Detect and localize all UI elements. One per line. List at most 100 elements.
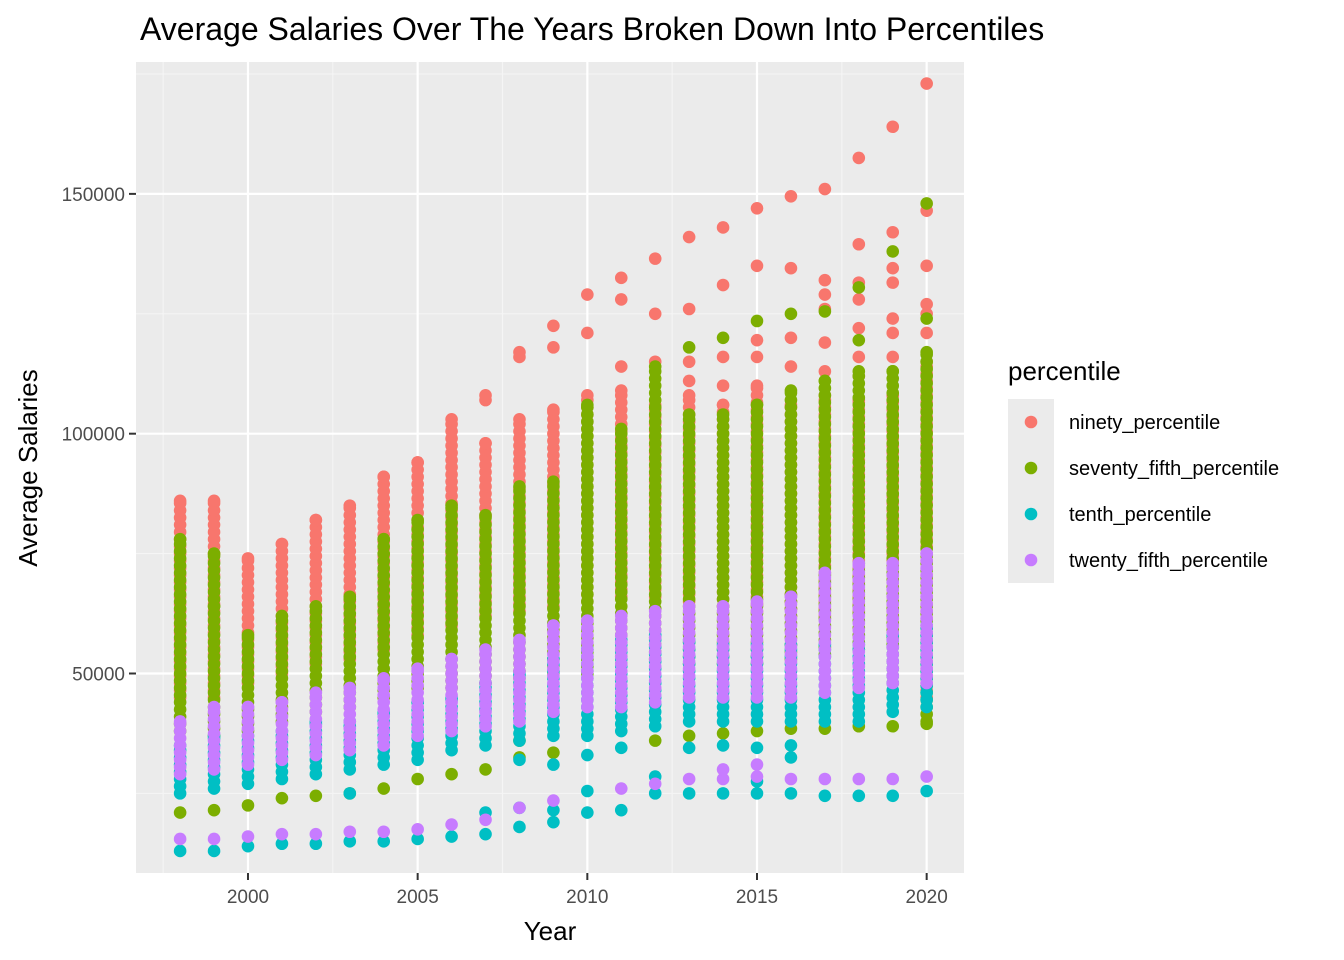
data-point — [750, 314, 764, 328]
data-point — [818, 772, 832, 786]
series-twenty_fifth_percentile — [173, 547, 933, 846]
data-point — [411, 772, 424, 786]
data-point — [581, 389, 594, 402]
data-point — [886, 789, 900, 803]
legend-label: ninety_percentile — [1069, 412, 1220, 434]
data-point — [682, 230, 696, 244]
data-point — [818, 182, 832, 196]
data-point — [377, 782, 391, 795]
data-point — [309, 513, 323, 527]
data-point — [750, 787, 764, 800]
data-point — [581, 614, 594, 628]
data-point — [241, 839, 255, 853]
data-point — [547, 619, 560, 632]
data-point — [614, 360, 628, 373]
data-point — [852, 772, 866, 786]
chart-title: Average Salaries Over The Years Broken D… — [140, 11, 1044, 47]
series-seventy_fifth_percentile — [173, 197, 933, 819]
data-point — [445, 830, 458, 843]
data-point — [682, 341, 696, 354]
data-point — [275, 537, 289, 551]
data-point — [920, 197, 933, 210]
data-point — [784, 739, 798, 752]
data-point — [716, 739, 730, 752]
data-point — [716, 408, 730, 421]
data-point — [309, 827, 323, 841]
data-point — [343, 825, 357, 839]
data-point — [513, 753, 526, 767]
data-point — [479, 436, 492, 450]
data-point — [343, 590, 357, 604]
data-point — [716, 350, 730, 364]
data-point — [547, 403, 560, 417]
data-point — [581, 748, 594, 762]
data-point — [818, 566, 832, 580]
data-point — [343, 681, 357, 695]
data-point — [479, 813, 492, 827]
data-point — [411, 662, 424, 675]
data-point — [920, 345, 933, 359]
data-point — [207, 600, 221, 613]
data-point — [886, 365, 900, 378]
data-point — [920, 547, 933, 560]
data-point — [275, 827, 289, 841]
data-point — [716, 772, 730, 786]
data-point — [445, 652, 458, 666]
data-point — [682, 408, 696, 421]
data-point — [920, 770, 933, 783]
data-point — [818, 288, 832, 301]
legend-items: ninety_percentile seventy_fifth_percentil… — [1008, 399, 1279, 583]
data-point — [920, 297, 933, 311]
data-point — [682, 741, 696, 755]
data-point — [682, 355, 696, 369]
data-point — [547, 319, 560, 333]
data-point — [513, 633, 526, 647]
data-point — [852, 237, 866, 251]
data-point — [716, 787, 730, 800]
data-point — [716, 278, 730, 292]
data-point — [479, 389, 492, 402]
data-point — [343, 499, 357, 512]
data-point — [648, 777, 662, 791]
x-tick-label: 2005 — [397, 887, 439, 908]
data-point — [173, 832, 187, 846]
data-point — [920, 326, 933, 340]
data-point — [173, 715, 187, 728]
data-point — [852, 365, 866, 378]
data-point — [818, 336, 832, 349]
data-point — [479, 508, 492, 522]
data-point — [513, 413, 526, 426]
data-point — [852, 321, 866, 335]
legend-marker — [1024, 553, 1038, 567]
data-point — [886, 261, 900, 275]
data-point — [852, 350, 866, 364]
data-point — [581, 398, 594, 412]
data-point — [716, 379, 730, 393]
data-point — [377, 825, 391, 839]
data-point — [886, 276, 900, 289]
data-point — [784, 590, 798, 604]
data-point — [377, 470, 391, 484]
data-point — [852, 789, 866, 803]
y-axis-title: Average Salaries — [13, 369, 43, 567]
data-point — [173, 532, 187, 546]
y-tick-label: 50000 — [72, 664, 125, 685]
data-point — [682, 729, 696, 743]
data-point — [784, 384, 798, 397]
data-point — [547, 746, 560, 759]
data-point — [920, 784, 933, 798]
data-point — [648, 734, 662, 747]
data-point — [818, 305, 832, 318]
data-point — [547, 341, 560, 354]
legend-marker — [1024, 461, 1038, 475]
data-point — [920, 717, 933, 731]
data-point — [920, 312, 933, 325]
legend: percentile ninety_percentile seventy_fift… — [1008, 356, 1279, 583]
data-point — [275, 695, 289, 709]
data-point — [716, 600, 730, 613]
data-points — [173, 77, 933, 858]
data-point — [614, 803, 628, 817]
data-point — [784, 751, 798, 764]
data-point — [207, 844, 221, 858]
y-tick-label: 100000 — [62, 425, 125, 446]
